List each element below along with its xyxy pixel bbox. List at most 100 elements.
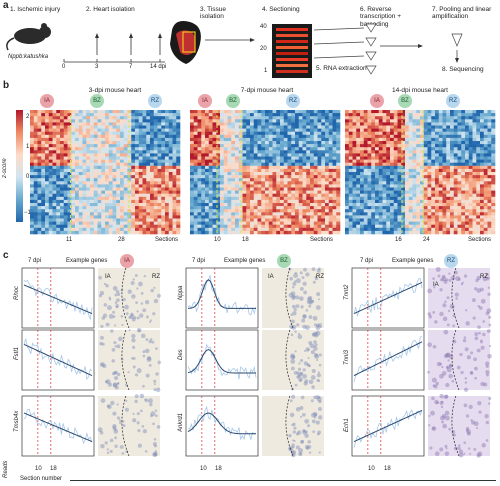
histology-cell-1-1-22 bbox=[314, 354, 320, 360]
histology-cell-2-2-54 bbox=[476, 453, 481, 458]
c1-tick-18: 18 bbox=[50, 466, 57, 472]
histology-2-0 bbox=[428, 268, 490, 328]
histology-cell-2-1-6 bbox=[427, 342, 433, 348]
histology-cell-2-1-49 bbox=[473, 366, 478, 371]
histology-cell-2-1-36 bbox=[479, 340, 484, 344]
histology-cell-0-2-34 bbox=[141, 425, 145, 428]
histology-cell-1-2-6 bbox=[289, 412, 295, 418]
histology-cell-1-2-45 bbox=[300, 440, 304, 444]
histology-cell-0-2-32 bbox=[154, 409, 158, 412]
histology-cell-1-1-59 bbox=[314, 352, 319, 357]
histology-cell-0-1-27 bbox=[148, 363, 152, 367]
histology-cell-1-1-49 bbox=[311, 332, 316, 337]
histology-cell-2-0-50 bbox=[439, 288, 443, 292]
histology-cell-2-2-58 bbox=[432, 426, 435, 430]
histology-cell-0-2-8 bbox=[100, 398, 106, 403]
histology-cell-1-0-4 bbox=[289, 276, 294, 281]
histology-cell-0-1-56 bbox=[101, 342, 105, 346]
histology-cell-2-1-43 bbox=[469, 371, 474, 375]
histology-cell-2-2-52 bbox=[457, 446, 461, 451]
histology-cell-2-0-7 bbox=[479, 306, 483, 310]
histology-cell-0-2-52 bbox=[121, 420, 125, 423]
histology-cell-1-1-37 bbox=[316, 378, 320, 382]
hm3-xlabel: Sections bbox=[468, 237, 492, 243]
c1-tick-10: 10 bbox=[35, 466, 42, 472]
histology-cell-0-2-6 bbox=[114, 436, 117, 440]
histology-cell-1-1-14 bbox=[317, 371, 320, 374]
hm1-boundary-2: 28 bbox=[118, 237, 125, 243]
histology-cell-0-2-26 bbox=[148, 398, 153, 404]
histology-border-0-1 bbox=[121, 329, 130, 391]
plot-box-1-1 bbox=[185, 329, 259, 391]
histology-0-0 bbox=[98, 268, 160, 328]
histology-cell-1-2-39 bbox=[304, 445, 309, 449]
zone-rz-3: RZ bbox=[446, 94, 460, 108]
histology-cell-1-1-58 bbox=[294, 383, 298, 387]
timeline-axis bbox=[63, 33, 165, 63]
plot-trend-0-0 bbox=[23, 284, 93, 315]
zone-ia-2: IA bbox=[198, 94, 212, 108]
zone-ia-3: IA bbox=[370, 94, 384, 108]
tube-icons bbox=[313, 23, 463, 75]
histology-cell-1-2-21 bbox=[304, 430, 308, 434]
histology-cell-1-0-47 bbox=[296, 323, 300, 327]
histology-cell-1-2-0 bbox=[317, 430, 322, 435]
histology-cell-0-1-1 bbox=[145, 338, 149, 341]
histology-cell-1-2-59 bbox=[292, 422, 296, 426]
histology-cell-2-0-59 bbox=[454, 292, 459, 297]
zone-bz-3: BZ bbox=[398, 94, 412, 108]
c1-tag-ia: IA bbox=[105, 274, 111, 280]
histology-cell-2-0-34 bbox=[471, 298, 476, 303]
gene-tnni3: Tnni3 bbox=[344, 349, 350, 365]
histology-cell-1-2-29 bbox=[300, 395, 305, 400]
histology-cell-2-2-56 bbox=[441, 420, 444, 424]
histology-cell-0-2-37 bbox=[112, 411, 117, 416]
histology-cell-2-0-17 bbox=[447, 309, 451, 313]
histology-cell-0-1-55 bbox=[153, 388, 157, 392]
histology-cell-0-0-40 bbox=[108, 314, 114, 319]
histology-cell-2-1-46 bbox=[433, 384, 438, 389]
histology-cell-1-1-19 bbox=[304, 350, 307, 353]
histology-cell-1-2-30 bbox=[311, 412, 316, 418]
histology-cell-0-1-26 bbox=[155, 347, 158, 351]
histology-cell-2-0-40 bbox=[450, 275, 456, 281]
histology-cell-1-2-12 bbox=[291, 449, 297, 455]
histology-cell-0-1-45 bbox=[151, 340, 155, 344]
histology-cell-1-1-9 bbox=[313, 346, 318, 351]
step-3: 3. Tissue isolation bbox=[200, 6, 234, 21]
histology-cell-2-1-45 bbox=[485, 370, 490, 375]
histology-cell-2-1-22 bbox=[436, 361, 442, 367]
histology-cell-2-1-42 bbox=[474, 336, 479, 341]
histology-cell-0-0-27 bbox=[136, 287, 139, 290]
histology-cell-2-2-11 bbox=[485, 420, 489, 425]
histology-cell-2-2-26 bbox=[487, 402, 491, 405]
histology-cell-0-0-39 bbox=[128, 315, 132, 320]
histology-cell-0-0-28 bbox=[108, 297, 112, 301]
histology-cell-2-2-22 bbox=[444, 410, 450, 416]
histology-cell-1-2-54 bbox=[291, 453, 296, 458]
c3-header: Example genes bbox=[392, 258, 434, 264]
histology-cell-1-0-11 bbox=[294, 271, 298, 275]
histology-cell-2-2-44 bbox=[463, 452, 466, 455]
histology-cell-0-2-30 bbox=[152, 452, 158, 458]
histology-cell-1-2-10 bbox=[292, 445, 295, 449]
histology-cell-0-1-14 bbox=[114, 385, 119, 390]
histology-cell-0-1-18 bbox=[136, 327, 142, 333]
tick-14: 14 dpi bbox=[150, 64, 167, 70]
histology-cell-0-2-55 bbox=[100, 444, 105, 449]
histology-cell-2-0-21 bbox=[461, 281, 464, 284]
histology-cell-2-2-3 bbox=[470, 420, 476, 425]
histology-cell-0-1-53 bbox=[137, 329, 141, 332]
histology-cell-2-2-24 bbox=[431, 426, 437, 431]
histology-cell-0-1-30 bbox=[107, 382, 113, 387]
histology-cell-1-0-16 bbox=[301, 276, 305, 280]
histology-cell-2-0-53 bbox=[487, 276, 491, 279]
plot-reads-0-1 bbox=[23, 338, 93, 381]
histology-cell-2-1-12 bbox=[448, 364, 453, 369]
histology-cell-1-2-36 bbox=[302, 430, 307, 435]
histology-cell-2-0-55 bbox=[476, 288, 482, 293]
histology-cell-0-0-1 bbox=[115, 306, 119, 309]
histology-cell-1-0-24 bbox=[303, 290, 308, 295]
histology-cell-0-0-23 bbox=[153, 298, 159, 304]
histology-cell-0-1-52 bbox=[142, 354, 146, 358]
